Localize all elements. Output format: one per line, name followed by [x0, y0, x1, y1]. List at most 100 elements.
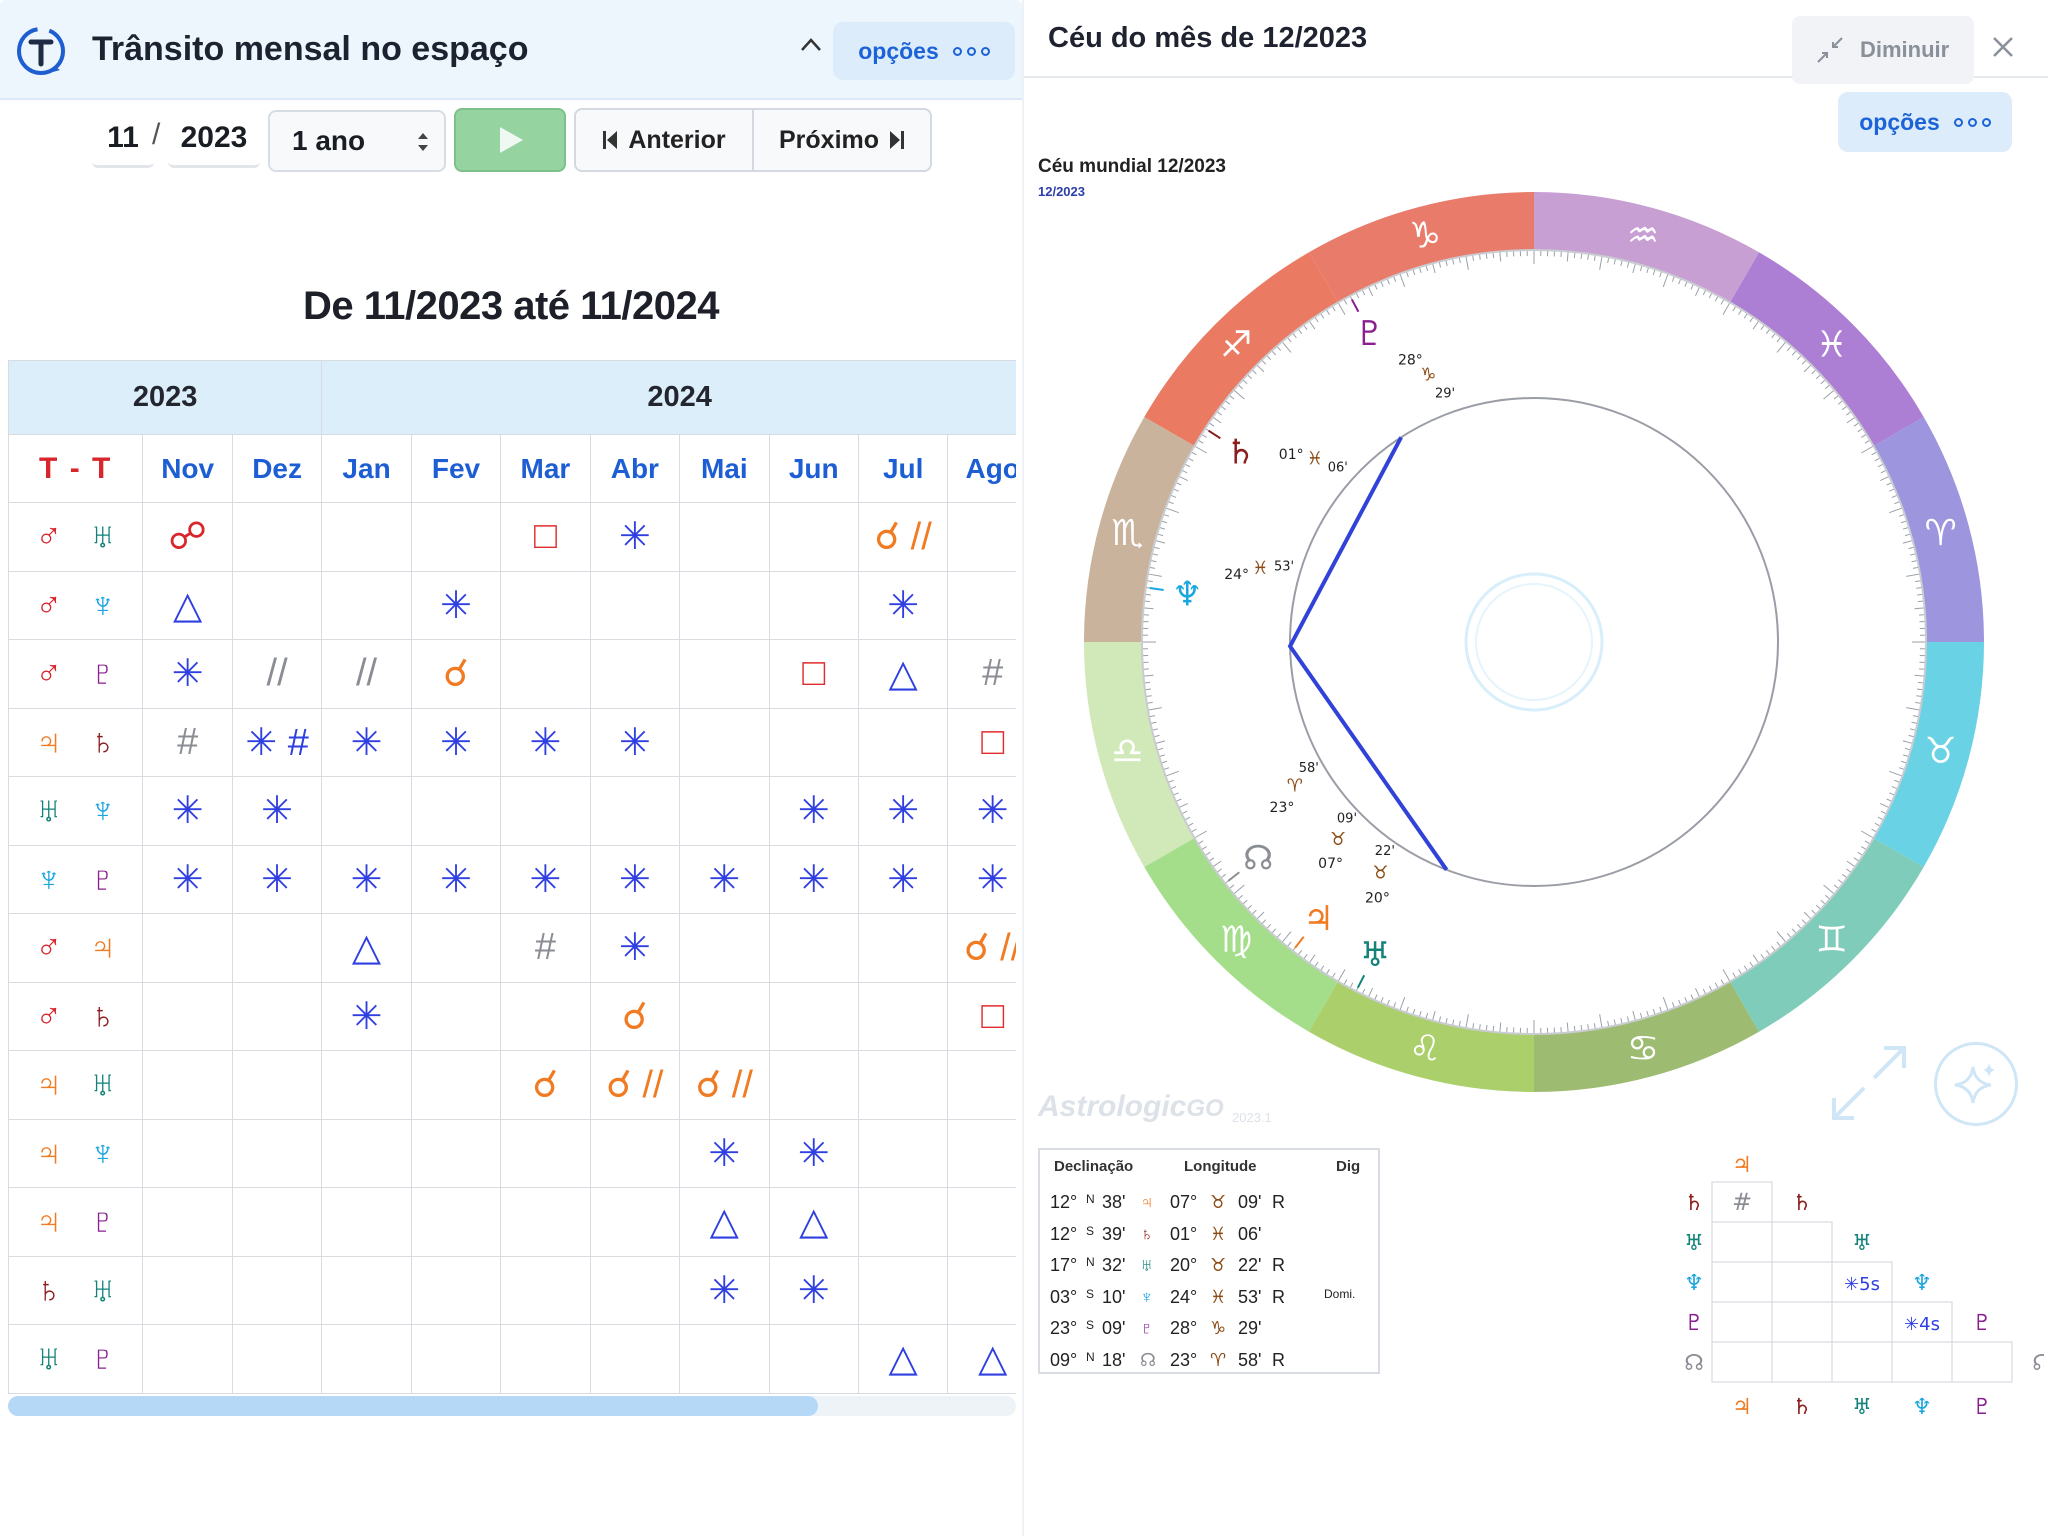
aspect-cell[interactable] — [768, 570, 859, 640]
aspect-cell[interactable] — [142, 1255, 233, 1325]
aspect-cell[interactable] — [857, 1255, 949, 1325]
aspect-cell[interactable]: △ — [679, 1187, 770, 1257]
play-button[interactable] — [454, 108, 566, 172]
aspect-cell[interactable]: ✳ — [589, 844, 681, 914]
wheel-planet[interactable]: ♃ 07° ♉ 09' — [1294, 812, 1357, 949]
aspect-cell[interactable]: △ — [142, 570, 233, 640]
aspect-cell[interactable] — [142, 1324, 233, 1394]
aspect-cell[interactable] — [231, 981, 323, 1051]
aspect-cell[interactable]: △ — [857, 639, 949, 709]
aspect-cell[interactable] — [947, 502, 1016, 572]
aspect-cell[interactable] — [231, 913, 323, 983]
aspect-cell[interactable]: □ — [500, 502, 591, 572]
aspect-cell[interactable]: ✳ — [321, 844, 412, 914]
planet-row[interactable]: 03° S 10' ♆ 24° ♓ 53' R Domi. — [1050, 1283, 1380, 1315]
aspect-cell[interactable] — [500, 981, 591, 1051]
wheel-planet[interactable]: ☊ 23° ♈58' — [1227, 761, 1319, 882]
aspect-cell[interactable]: // — [321, 639, 412, 709]
table-row[interactable]: ♃ ♄ # ✳ # ✳ ✳ ✳ ✳ □ — [8, 707, 1016, 777]
aspect-cell[interactable] — [321, 502, 412, 572]
wheel-planet[interactable]: ♅ 20° ♉ 22' — [1356, 844, 1395, 989]
aspect-cell[interactable]: ✳ — [231, 844, 323, 914]
table-row[interactable]: ♂ ♃ △ # ✳ ☌ // — [8, 913, 1016, 983]
aspect-cell[interactable] — [231, 1324, 323, 1394]
aspect-cell[interactable]: ✳ — [589, 502, 681, 572]
aspect-cell[interactable] — [768, 1050, 859, 1120]
aspect-cell[interactable] — [589, 1118, 681, 1188]
aspect-cell[interactable]: ✳ — [410, 844, 502, 914]
aspect-cell[interactable]: □ — [768, 639, 859, 709]
table-row[interactable]: ♃ ♇ △ △ — [8, 1187, 1016, 1257]
aspect-cell[interactable]: ✳ — [768, 1118, 859, 1188]
aspect-cell[interactable] — [500, 1324, 591, 1394]
aspect-cell[interactable] — [321, 776, 412, 846]
aspect-cell[interactable] — [142, 981, 233, 1051]
aspect-cell[interactable]: ☌ // — [679, 1050, 770, 1120]
aspect-cell[interactable] — [589, 570, 681, 640]
aspect-cell[interactable] — [679, 570, 770, 640]
aspect-cell[interactable] — [679, 981, 770, 1051]
aspect-cell[interactable] — [500, 1118, 591, 1188]
aspect-cell[interactable]: ✳ — [857, 570, 949, 640]
aspect-cell[interactable] — [947, 570, 1016, 640]
horizontal-scrollbar[interactable] — [8, 1396, 1016, 1416]
aspect-cell[interactable] — [410, 1118, 502, 1188]
aspect-cell[interactable] — [589, 1255, 681, 1325]
aspect-cell[interactable]: △ — [947, 1324, 1016, 1394]
astrological-wheel[interactable]: ♑♐♏♎♍♌ ♋♊♉♈♓♒♇28°♑29'♄ 01° ♓ 06'♆ 24° ♓ 53'☊23°… — [1024, 180, 2048, 1110]
aspect-cell[interactable] — [500, 1255, 591, 1325]
aspect-cell[interactable]: ☌ // — [857, 502, 949, 572]
table-row[interactable]: ♂ ♆ △ ✳ ✳ — [8, 570, 1016, 640]
chart-options-button[interactable]: opções — [1838, 92, 2012, 152]
month-input[interactable]: 11 — [92, 110, 154, 168]
aspect-cell[interactable]: # — [500, 913, 591, 983]
aspect-cell[interactable] — [500, 639, 591, 709]
aspect-cell[interactable] — [410, 1324, 502, 1394]
next-button[interactable]: Próximo — [754, 110, 930, 170]
aspect-cell[interactable]: ✳ — [857, 844, 949, 914]
aspect-cell[interactable] — [947, 1050, 1016, 1120]
aspect-cell[interactable] — [410, 776, 502, 846]
aspect-cell[interactable] — [410, 1187, 502, 1257]
aspect-cell[interactable] — [321, 1324, 412, 1394]
aspect-cell[interactable] — [321, 1255, 412, 1325]
wheel-planet[interactable]: ♆ 24° ♓ 53' — [1149, 558, 1294, 615]
minimize-button[interactable]: Diminuir — [1792, 16, 1974, 84]
scrollbar-thumb[interactable] — [8, 1396, 818, 1416]
aspect-cell[interactable]: ☍ — [142, 502, 233, 572]
aspect-cell[interactable] — [857, 981, 949, 1051]
aspect-cell[interactable] — [679, 913, 770, 983]
table-row[interactable]: ♂ ♇ ✳////☌ □ △ # — [8, 639, 1016, 709]
aspect-cell[interactable] — [410, 913, 502, 983]
aspect-cell[interactable] — [768, 981, 859, 1051]
planet-row[interactable]: 12° N 38' ♃ 07° ♉ 09' R — [1050, 1188, 1380, 1220]
aspect-cell[interactable]: ✳ — [142, 844, 233, 914]
aspect-cell[interactable] — [500, 570, 591, 640]
aspect-cell[interactable]: ✳ — [142, 776, 233, 846]
aspect-cell[interactable] — [679, 707, 770, 777]
table-row[interactable]: ♅ ♇ △ △ — [8, 1324, 1016, 1394]
aspect-cell[interactable] — [679, 776, 770, 846]
aspect-cell[interactable] — [589, 776, 681, 846]
aspect-cell[interactable] — [410, 981, 502, 1051]
aspect-cell[interactable] — [142, 1050, 233, 1120]
wheel-planet[interactable]: ♇ 28°♑29' — [1350, 298, 1455, 402]
aspect-cell[interactable] — [500, 1187, 591, 1257]
aspect-cell[interactable]: ✳ — [857, 776, 949, 846]
table-row[interactable]: ♂ ♄ ✳ ☌ □ — [8, 981, 1016, 1051]
aspect-cell[interactable] — [410, 502, 502, 572]
aspect-cell[interactable] — [679, 1324, 770, 1394]
aspect-cell[interactable]: ✳ — [410, 570, 502, 640]
aspect-cell[interactable] — [768, 1324, 859, 1394]
aspect-cell[interactable]: □ — [947, 707, 1016, 777]
table-row[interactable]: ♃ ♆ ✳ ✳ — [8, 1118, 1016, 1188]
aspect-cell[interactable] — [857, 1050, 949, 1120]
aspect-cell[interactable]: △ — [768, 1187, 859, 1257]
aspect-cell[interactable] — [321, 1118, 412, 1188]
aspect-cell[interactable] — [768, 707, 859, 777]
aspect-cell[interactable] — [768, 502, 859, 572]
aspect-cell[interactable]: ☌ — [500, 1050, 591, 1120]
aspect-cell[interactable]: ✳ — [768, 844, 859, 914]
aspect-cell[interactable] — [231, 570, 323, 640]
previous-button[interactable]: Anterior — [576, 110, 754, 170]
